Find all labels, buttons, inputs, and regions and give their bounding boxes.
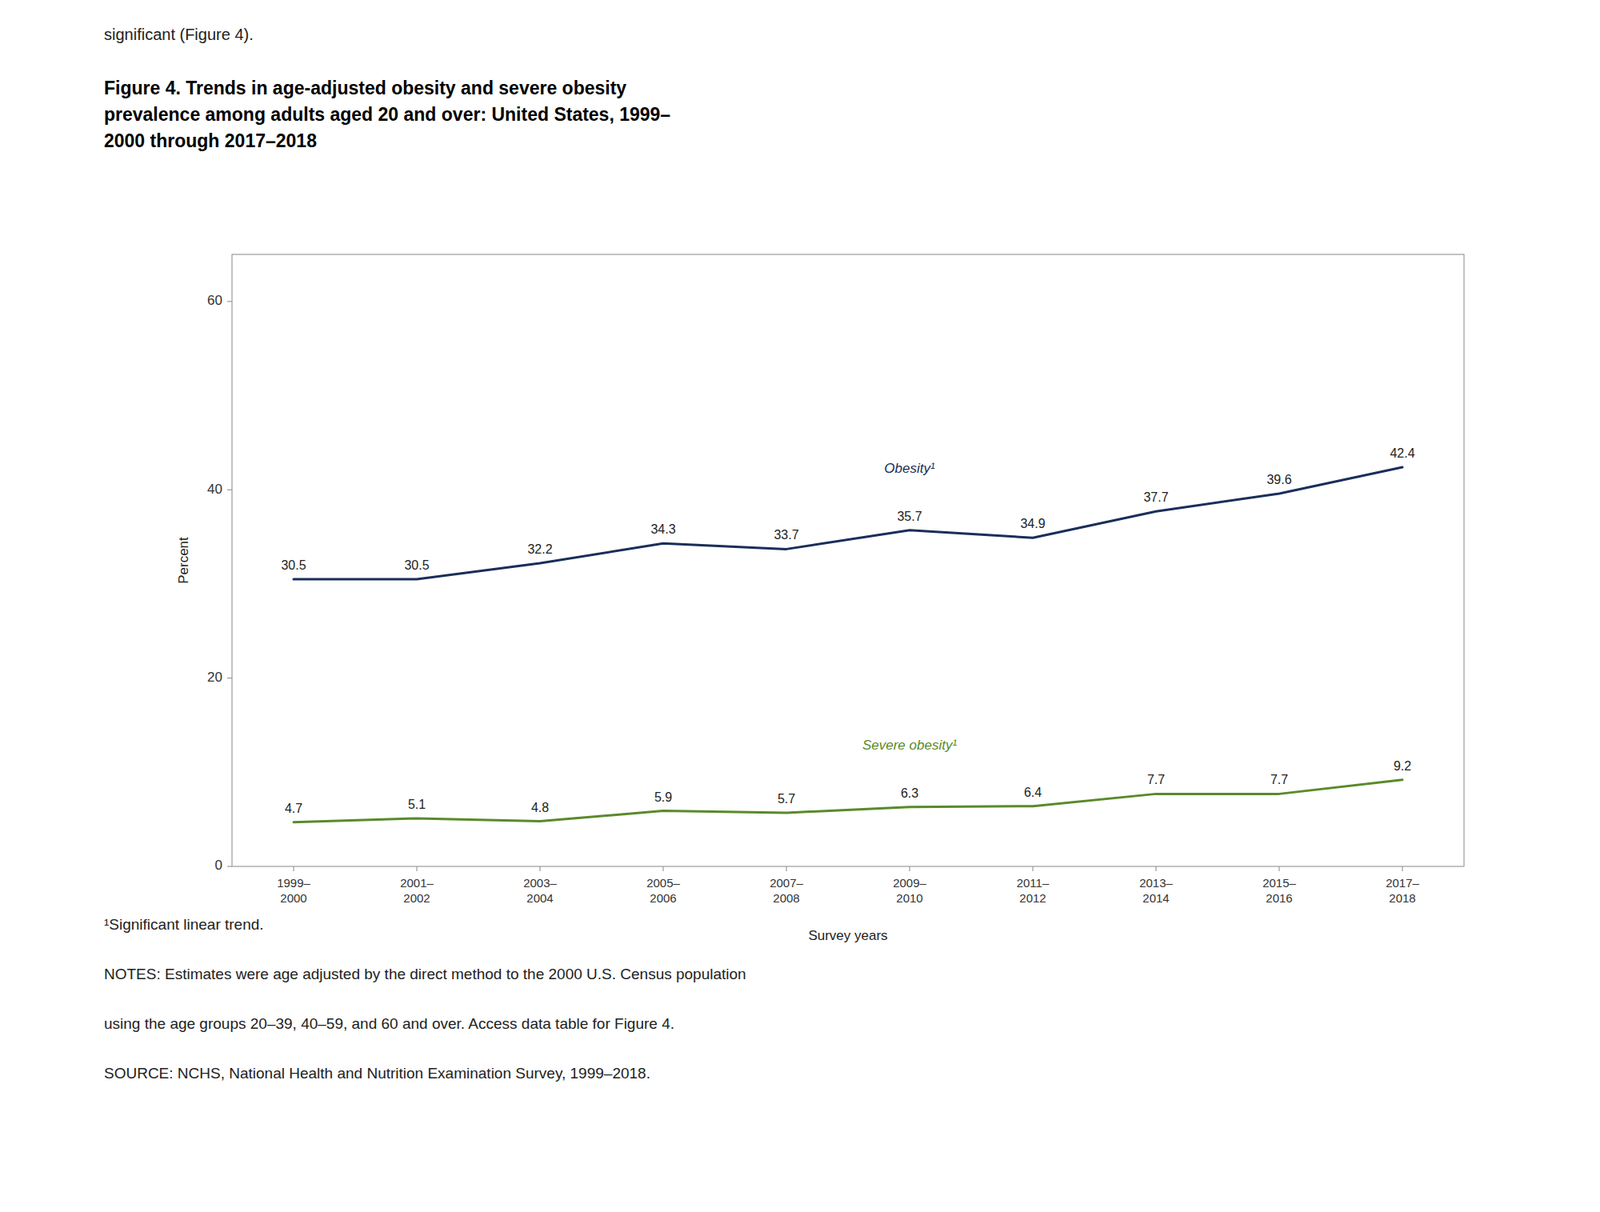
data-label: 6.4 bbox=[1024, 785, 1042, 800]
data-label: 33.7 bbox=[773, 528, 799, 542]
series-line bbox=[293, 780, 1403, 823]
footnote: NOTES: Estimates were age adjusted by th… bbox=[104, 965, 747, 983]
title: Figure 4. Trends in age-adjusted obesity… bbox=[104, 77, 671, 152]
series-label: Severe obesity¹ bbox=[862, 737, 957, 753]
x-tick-label: 2011–2012 bbox=[1016, 876, 1050, 905]
x-axis-label: Survey years bbox=[808, 928, 888, 944]
x-tick-label: 2017–2018 bbox=[1385, 876, 1420, 905]
data-label: 5.1 bbox=[408, 797, 426, 812]
x-tick bbox=[416, 866, 418, 872]
data-label: 5.9 bbox=[654, 790, 672, 804]
lines bbox=[293, 467, 1403, 823]
data-label: 30.5 bbox=[280, 558, 306, 572]
y-tick bbox=[227, 300, 232, 302]
y-tick-label: 0 bbox=[215, 857, 223, 873]
y-tick bbox=[227, 677, 232, 679]
y-tick bbox=[227, 866, 232, 868]
data-label: 7.7 bbox=[1147, 772, 1165, 787]
labels: 30.5 30.5 32.2 34.3 33.7 35.7 34.9 37.7 39.6 42.4… bbox=[280, 446, 1415, 816]
x-tick bbox=[1032, 866, 1034, 872]
x-tick bbox=[1402, 866, 1404, 872]
data-label: 42.4 bbox=[1389, 446, 1415, 460]
data-label: 30.5 bbox=[404, 558, 429, 572]
footnote: ¹Significant linear trend. bbox=[104, 916, 264, 933]
x-tick bbox=[540, 866, 541, 872]
data-label: 7.7 bbox=[1270, 772, 1288, 787]
y-axis-label: Percent bbox=[176, 536, 192, 584]
series-line bbox=[293, 467, 1403, 580]
x-tick bbox=[786, 866, 788, 872]
x-tick-label: 2013–2014 bbox=[1139, 876, 1173, 905]
data-label: 9.2 bbox=[1393, 759, 1412, 773]
data-label: 39.6 bbox=[1266, 472, 1292, 487]
data-label: 5.7 bbox=[777, 792, 796, 806]
data-label: 37.7 bbox=[1143, 490, 1168, 504]
x-tick-label: 2007–2008 bbox=[769, 876, 804, 905]
y-tick-label: 40 bbox=[207, 481, 223, 497]
x-tick bbox=[1156, 866, 1157, 872]
plot-frame bbox=[232, 254, 1464, 867]
x-tick-label: 2001–2002 bbox=[400, 876, 434, 905]
data-label: 4.8 bbox=[531, 800, 549, 815]
footnote: using the age groups 20–39, 40–59, and 6… bbox=[104, 1015, 675, 1032]
y-tick-label: 60 bbox=[207, 292, 223, 308]
y-tick bbox=[227, 489, 232, 491]
background bbox=[0, 0, 1600, 1212]
data-label: 35.7 bbox=[896, 509, 922, 524]
data-label: 34.3 bbox=[650, 522, 676, 536]
x-tick-label: 2015–2016 bbox=[1262, 876, 1296, 905]
x-tick-label: 2009–2010 bbox=[892, 876, 927, 905]
x-tick bbox=[1279, 866, 1280, 872]
x-tick bbox=[663, 866, 664, 872]
footnote: SOURCE: NCHS, National Health and Nutrit… bbox=[104, 1064, 651, 1082]
x-tick bbox=[909, 866, 911, 872]
data-label: 34.9 bbox=[1020, 516, 1045, 531]
x-tick-label: 1999–2000 bbox=[276, 876, 311, 905]
data-label: 6.3 bbox=[900, 786, 919, 800]
series-label: Obesity¹ bbox=[884, 460, 936, 476]
x-tick bbox=[293, 866, 295, 872]
top-text: significant (Figure 4). bbox=[104, 25, 254, 44]
y-tick-label: 20 bbox=[207, 669, 223, 685]
x-tick-label: 2003–2004 bbox=[523, 876, 557, 905]
x-tick-label: 2005–2006 bbox=[646, 876, 680, 905]
chart: significant (Figure 4). Figure 4. Trends … bbox=[0, 0, 1600, 1212]
data-label: 32.2 bbox=[527, 542, 552, 556]
data-label: 4.7 bbox=[284, 801, 303, 816]
